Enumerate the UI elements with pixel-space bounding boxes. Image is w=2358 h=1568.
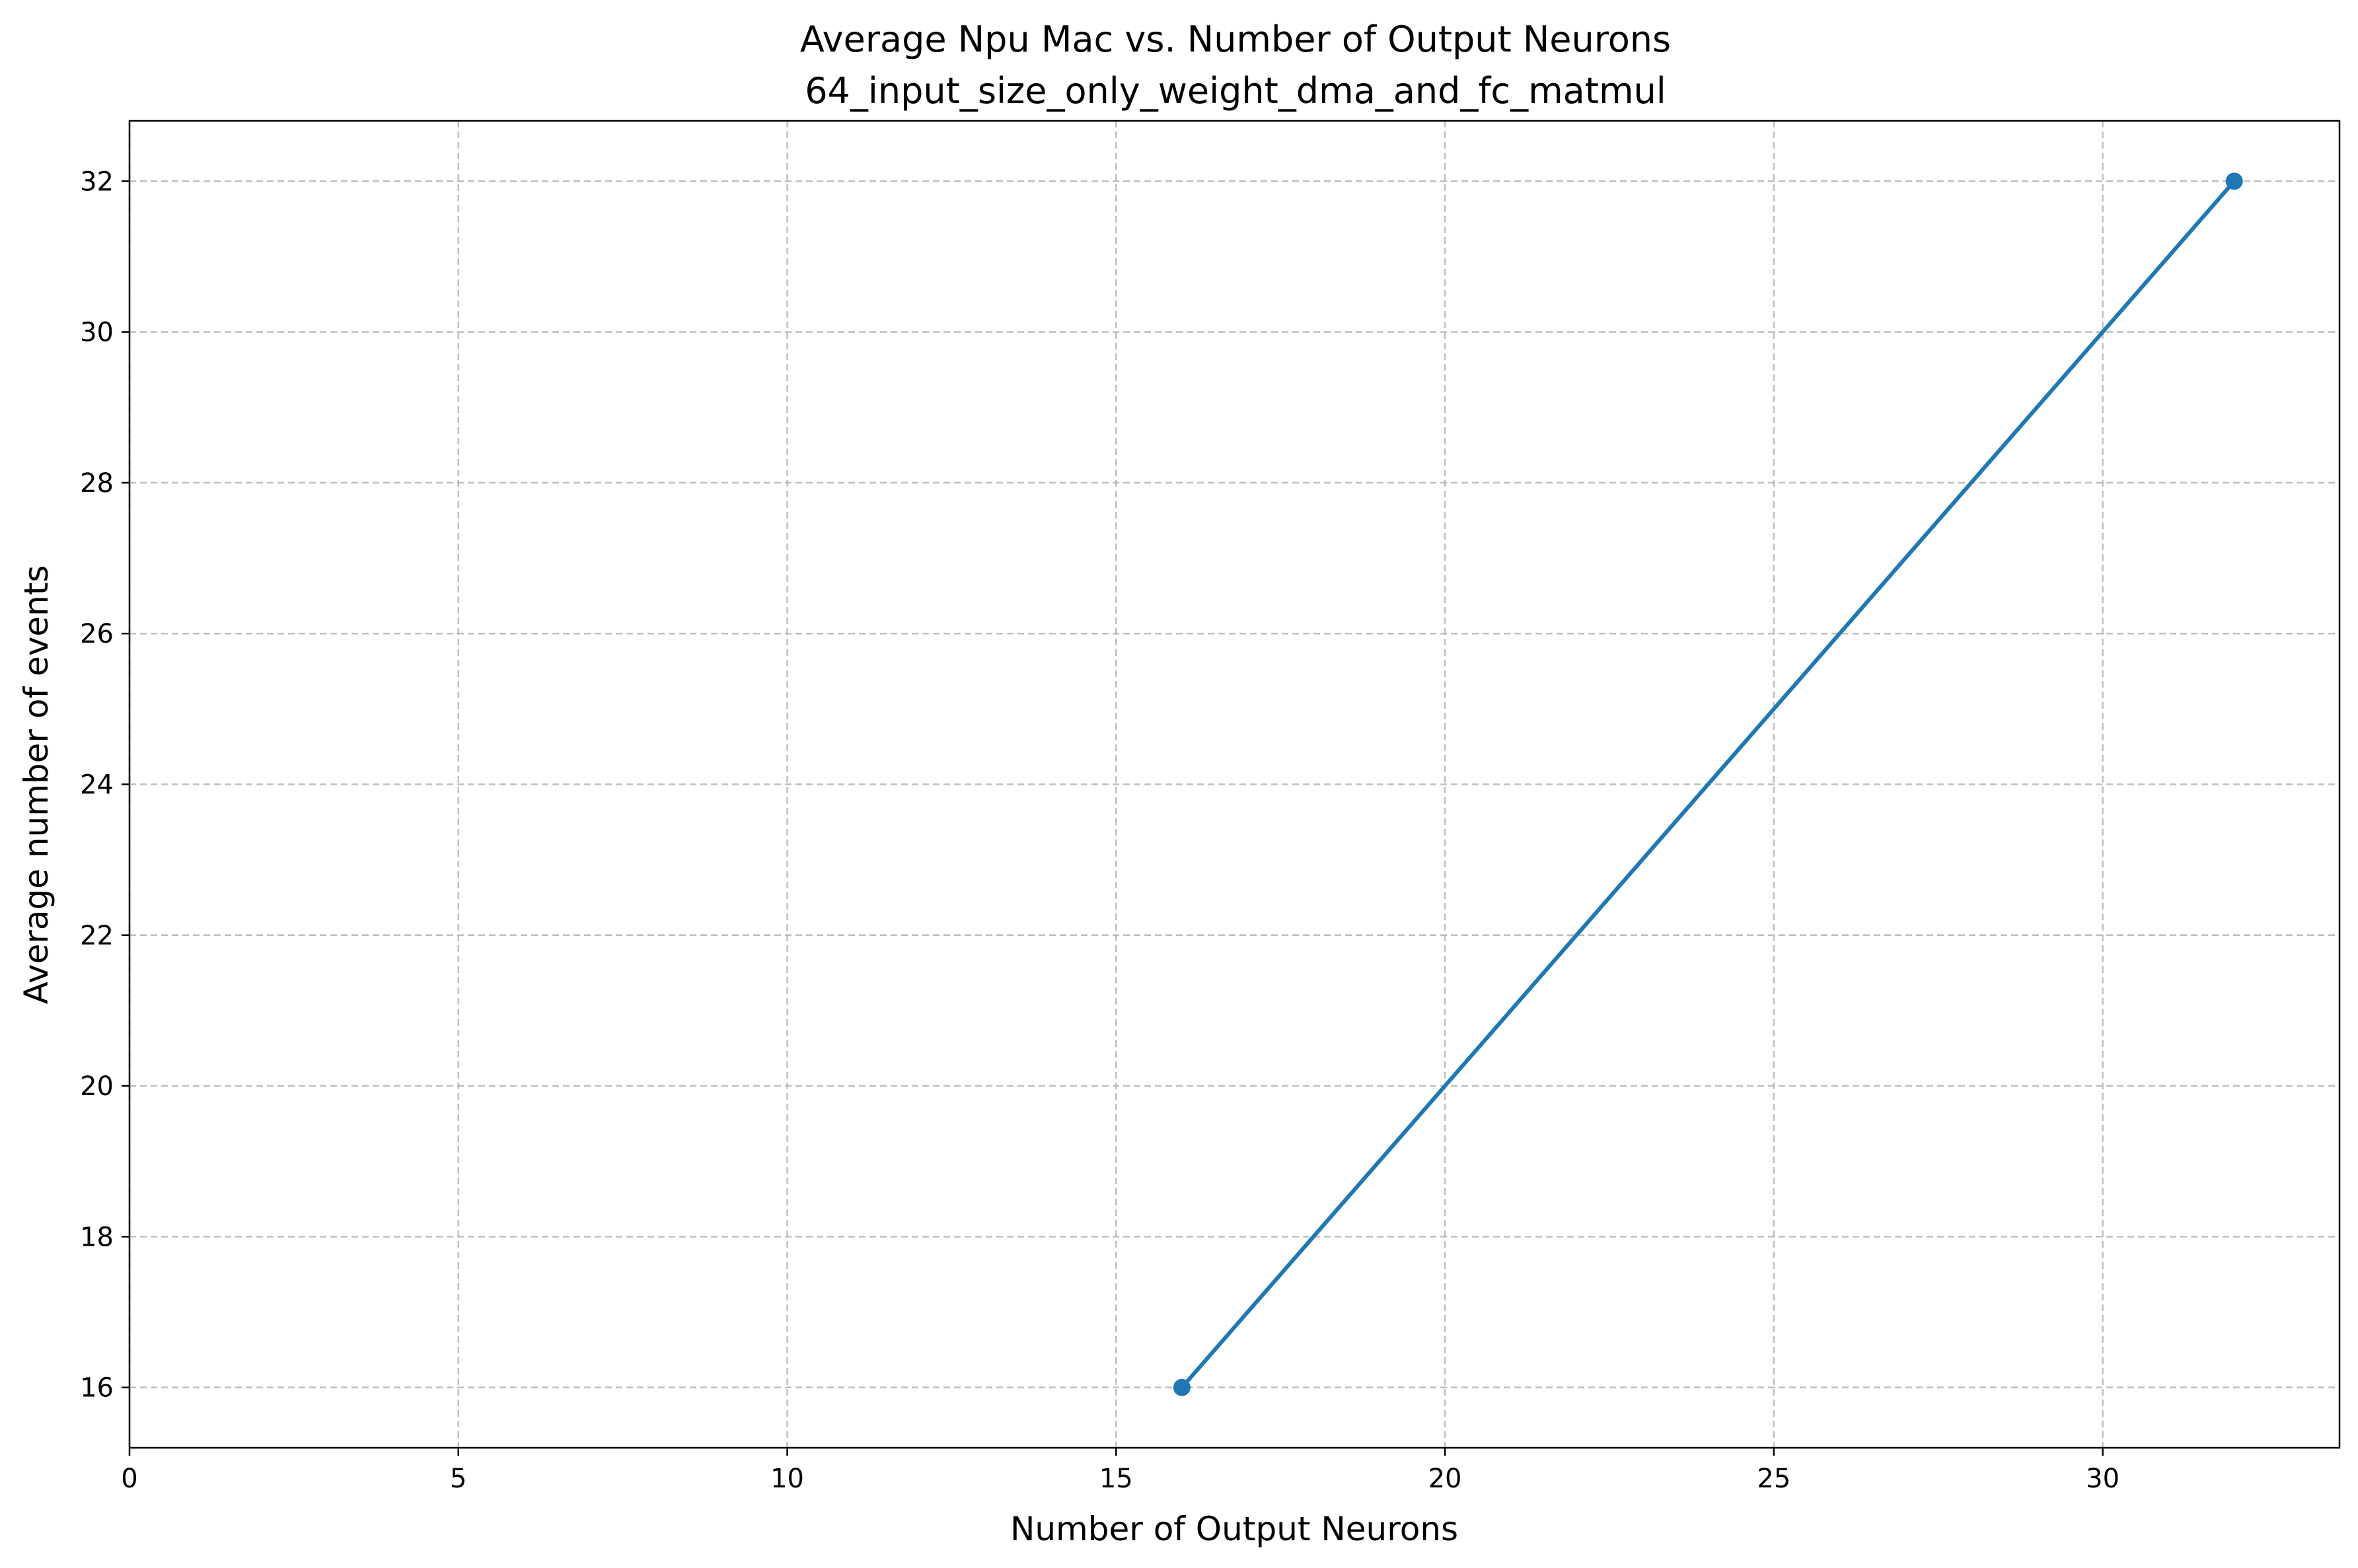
y-tick-label: 16 <box>80 1373 114 1404</box>
chart-subtitle: 64_input_size_only_weight_dma_and_fc_mat… <box>805 70 1666 112</box>
x-tick-label: 0 <box>121 1464 137 1494</box>
y-ticks: 16 18 20 22 24 26 28 30 32 <box>80 166 129 1404</box>
x-tick-label: 20 <box>1428 1464 1462 1494</box>
data-point <box>2225 172 2243 190</box>
y-tick-label: 28 <box>80 468 114 499</box>
y-tick-label: 20 <box>80 1071 114 1102</box>
series-line <box>1180 180 2236 1389</box>
y-tick-label: 26 <box>80 619 114 649</box>
x-tick-label: 15 <box>1099 1464 1133 1494</box>
y-tick-label: 30 <box>80 318 114 348</box>
x-tick-label: 5 <box>450 1464 466 1494</box>
chart-title: Average Npu Mac vs. Number of Output Neu… <box>800 18 1671 60</box>
x-axis-label: Number of Output Neurons <box>1010 1510 1458 1548</box>
series-group <box>1173 172 2243 1396</box>
y-tick-label: 32 <box>80 166 114 197</box>
data-point <box>1173 1378 1191 1396</box>
x-tick-label: 25 <box>1757 1464 1790 1494</box>
plot-area-frame <box>128 120 2341 1449</box>
y-tick-label: 22 <box>80 921 114 951</box>
y-tick-label: 24 <box>80 770 114 801</box>
grid <box>128 121 2340 1448</box>
y-axis-label: Average number of events <box>17 565 55 1005</box>
x-tick-label: 10 <box>770 1464 804 1494</box>
y-tick-label: 18 <box>80 1222 114 1252</box>
x-tick-label: 30 <box>2086 1464 2119 1494</box>
x-ticks: 0 5 10 15 20 25 30 <box>121 1448 2119 1494</box>
